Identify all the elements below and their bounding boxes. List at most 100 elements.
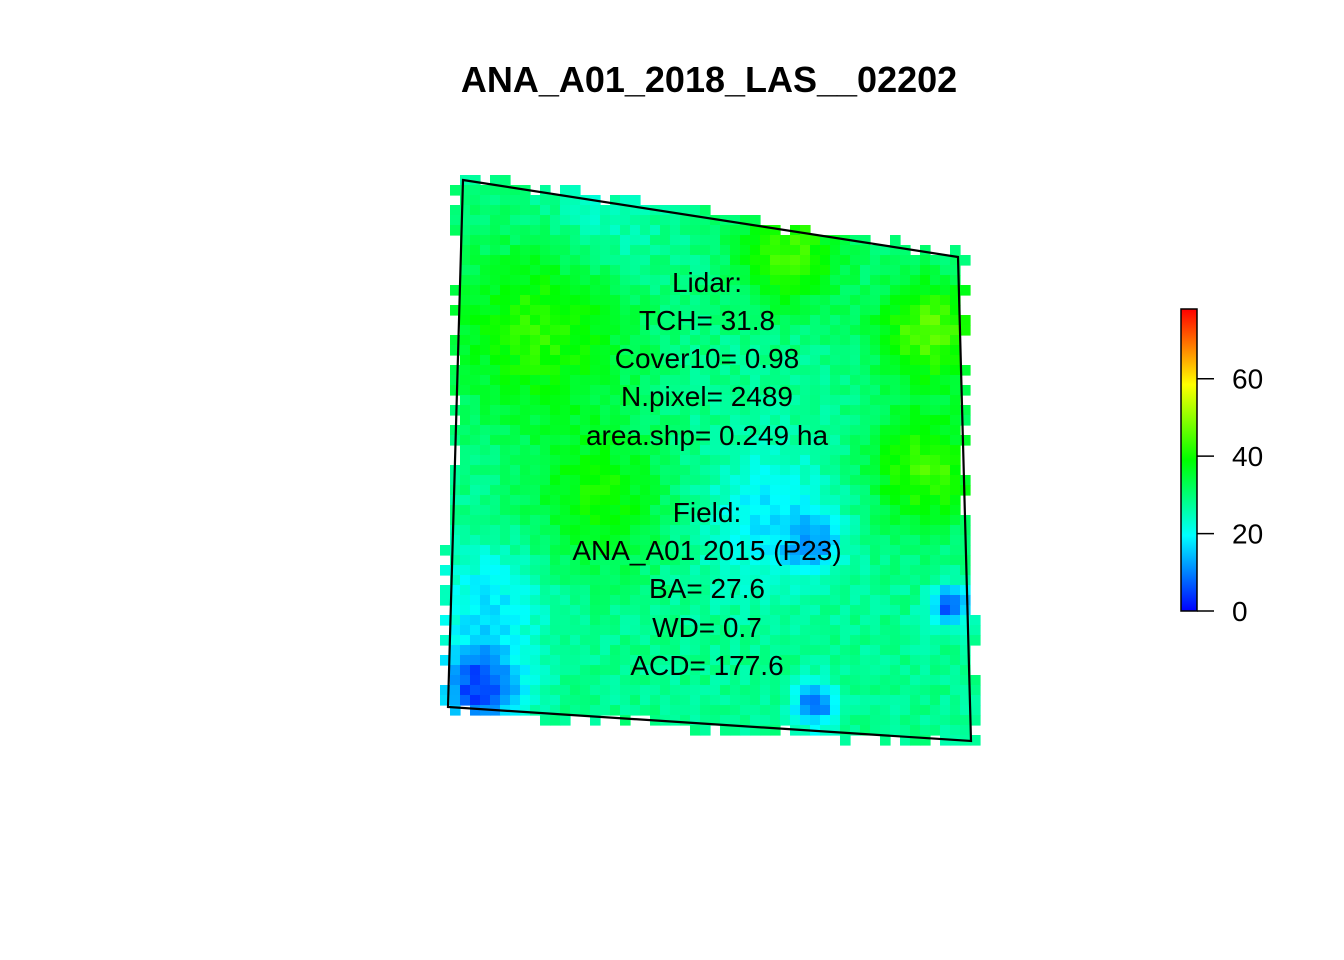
raster-cell: [560, 185, 571, 196]
raster-cell: [440, 635, 451, 646]
raster-cell: [500, 205, 511, 216]
raster-cell: [460, 195, 471, 206]
raster-cell: [470, 595, 481, 606]
raster-cell: [610, 515, 621, 526]
raster-cell: [700, 715, 711, 726]
raster-cell: [450, 505, 461, 516]
raster-cell: [940, 445, 951, 456]
raster-cell: [810, 595, 821, 606]
raster-cell: [930, 655, 941, 666]
raster-cell: [660, 265, 671, 276]
raster-cell: [660, 505, 671, 516]
raster-cell: [860, 725, 871, 736]
raster-cell: [700, 625, 711, 636]
raster-cell: [580, 365, 591, 376]
raster-cell: [680, 455, 691, 466]
raster-cell: [880, 665, 891, 676]
raster-cell: [500, 455, 511, 466]
raster-cell: [560, 645, 571, 656]
raster-cell: [640, 265, 651, 276]
raster-cell: [460, 655, 471, 666]
raster-cell: [650, 415, 661, 426]
raster-cell: [480, 565, 491, 576]
raster-cell: [630, 505, 641, 516]
raster-cell: [480, 275, 491, 286]
raster-cell: [560, 195, 571, 206]
raster-cell: [600, 495, 611, 506]
raster-cell: [770, 565, 781, 576]
raster-cell: [570, 345, 581, 356]
raster-cell: [610, 245, 621, 256]
raster-cell: [450, 655, 461, 666]
raster-cell: [480, 505, 491, 516]
raster-cell: [900, 315, 911, 326]
raster-cell: [670, 565, 681, 576]
raster-cell: [740, 215, 751, 226]
raster-cell: [510, 245, 521, 256]
raster-cell: [490, 615, 501, 626]
raster-cell: [750, 475, 761, 486]
raster-cell: [530, 705, 541, 716]
raster-cell: [680, 435, 691, 446]
raster-cell: [660, 555, 671, 566]
raster-cell: [810, 635, 821, 646]
raster-cell: [850, 585, 861, 596]
raster-cell: [570, 695, 581, 706]
raster-cell: [480, 475, 491, 486]
raster-cell: [630, 655, 641, 666]
raster-cell: [860, 345, 871, 356]
raster-cell: [460, 315, 471, 326]
raster-cell: [850, 375, 861, 386]
raster-cell: [550, 235, 561, 246]
raster-cell: [470, 285, 481, 296]
raster-cell: [470, 555, 481, 566]
raster-cell: [850, 545, 861, 556]
raster-cell: [790, 595, 801, 606]
raster-cell: [550, 295, 561, 306]
raster-cell: [460, 355, 471, 366]
raster-cell: [600, 595, 611, 606]
raster-cell: [590, 425, 601, 436]
raster-cell: [520, 415, 531, 426]
raster-cell: [660, 675, 671, 686]
raster-cell: [890, 315, 901, 326]
raster-cell: [630, 415, 641, 426]
raster-cell: [620, 655, 631, 666]
raster-cell: [470, 175, 481, 186]
raster-cell: [490, 525, 501, 536]
raster-cell: [850, 395, 861, 406]
raster-cell: [780, 465, 791, 476]
raster-cell: [840, 275, 851, 286]
raster-cell: [670, 435, 681, 446]
raster-cell: [860, 355, 871, 366]
raster-cell: [720, 295, 731, 306]
raster-cell: [870, 595, 881, 606]
raster-cell: [640, 625, 651, 636]
raster-cell: [750, 355, 761, 366]
raster-cell: [910, 705, 921, 716]
raster-cell: [560, 475, 571, 486]
raster-cell: [940, 635, 951, 646]
raster-cell: [960, 635, 971, 646]
raster-cell: [500, 215, 511, 226]
raster-cell: [460, 575, 471, 586]
raster-cell: [650, 395, 661, 406]
raster-cell: [810, 715, 821, 726]
raster-cell: [780, 275, 791, 286]
raster-cell: [850, 325, 861, 336]
raster-cell: [850, 575, 861, 586]
raster-cell: [500, 575, 511, 586]
raster-cell: [820, 345, 831, 356]
raster-cell: [520, 245, 531, 256]
raster-cell: [700, 285, 711, 296]
raster-cell: [920, 665, 931, 676]
raster-cell: [930, 645, 941, 656]
raster-cell: [640, 665, 651, 676]
raster-cell: [570, 625, 581, 636]
raster-cell: [600, 385, 611, 396]
raster-cell: [560, 205, 571, 216]
raster-cell: [650, 635, 661, 646]
raster-cell: [620, 205, 631, 216]
raster-cell: [580, 415, 591, 426]
raster-cell: [580, 255, 591, 266]
